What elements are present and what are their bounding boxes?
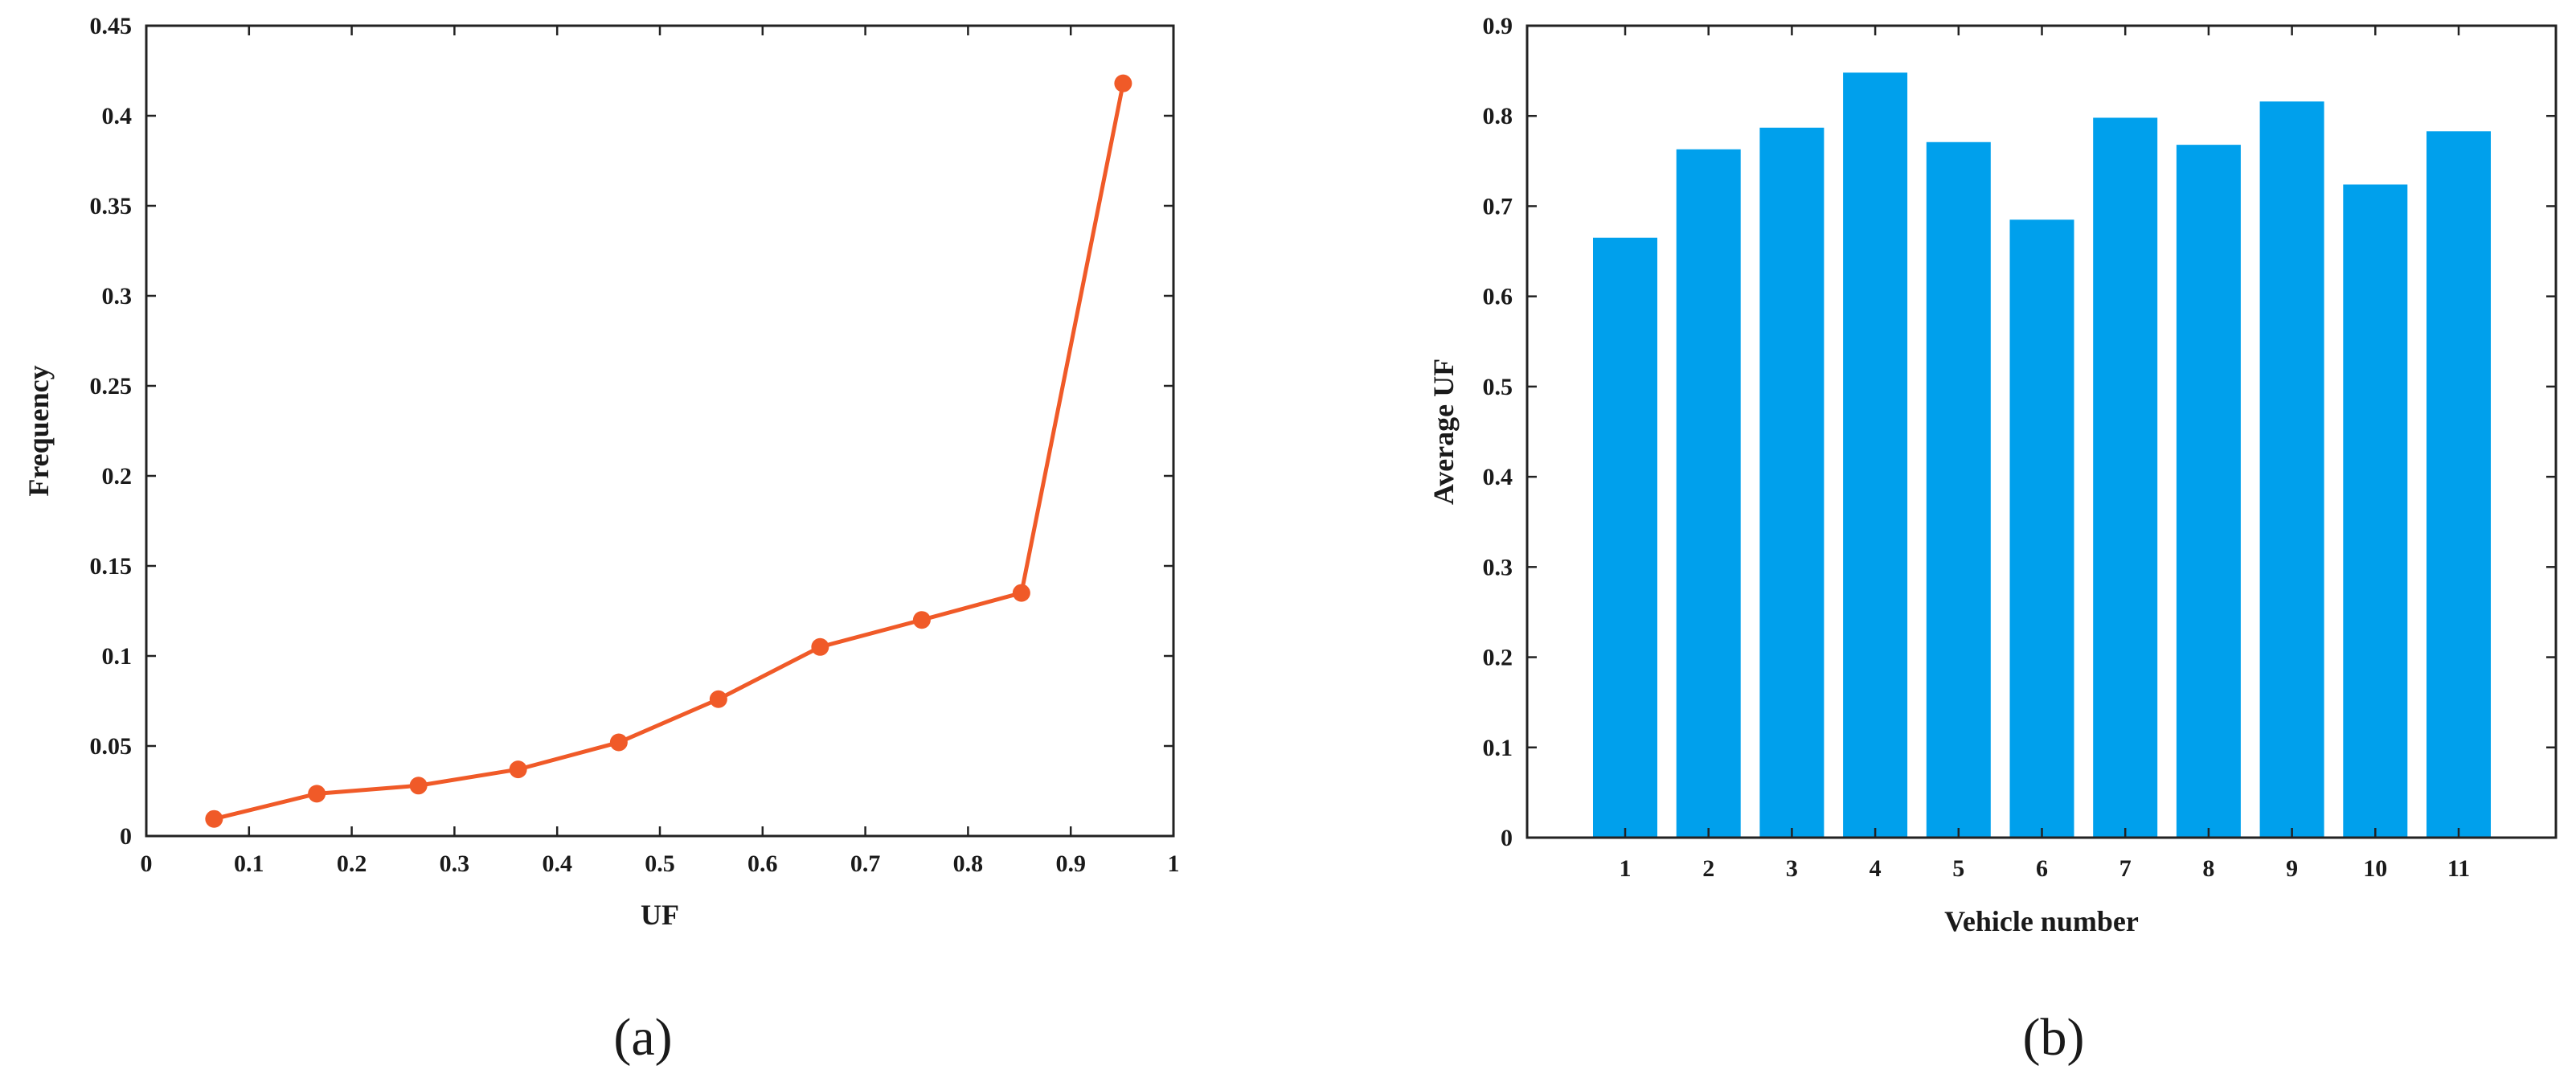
y-tick-label: 0.7 — [1483, 193, 1513, 219]
data-point — [811, 637, 829, 656]
y-tick-label: 0.9 — [1483, 13, 1513, 39]
panel-b-bar-chart: 1 2 3 4 5 6 7 8 9 10 11 00.10.20.30.40.50.60.70.80… — [1427, 13, 2558, 1067]
y-tick-label: 0.3 — [102, 283, 133, 309]
x-tick-label: 0.2 — [337, 850, 367, 877]
x-tick-label: 0.4 — [542, 850, 572, 877]
x-tick-label: 4 — [1870, 855, 1882, 882]
bar — [1843, 72, 1908, 838]
bar — [2093, 117, 2158, 838]
x-tick-label: 6 — [2036, 855, 2048, 882]
data-point — [409, 777, 428, 795]
x-tick-label: 0 — [141, 850, 153, 877]
bar — [1926, 141, 1991, 838]
panel-caption: (b) — [2023, 1008, 2085, 1067]
y-tick-label: 0.15 — [90, 553, 133, 580]
x-tick-label: 0.8 — [953, 850, 984, 877]
bar — [2009, 219, 2074, 838]
y-tick-label: 0.45 — [90, 13, 133, 39]
data-point — [1012, 584, 1030, 602]
bar-marks — [1593, 72, 2491, 838]
bar — [1759, 127, 1824, 838]
x-tick-label: 0.3 — [440, 850, 470, 877]
bar — [2259, 101, 2324, 838]
x-tick-label: 0.9 — [1055, 850, 1086, 877]
y-axis-label: Frequency — [23, 365, 55, 496]
axis-ticks — [1527, 24, 2556, 839]
x-tick-labels: 1 2 3 4 5 6 7 8 9 10 11 — [1620, 855, 2471, 882]
x-tick-label: 0.1 — [234, 850, 264, 877]
y-axis-label: Average UF — [1427, 359, 1460, 505]
x-tick-label: 7 — [2119, 855, 2132, 882]
y-tick-label: 0.2 — [102, 463, 133, 490]
x-tick-label: 2 — [1702, 855, 1714, 882]
x-tick-label: 1 — [1168, 850, 1180, 877]
x-tick-label: 10 — [2363, 855, 2387, 882]
bar — [2343, 184, 2408, 838]
y-tick-label: 0.05 — [90, 733, 133, 760]
data-point — [205, 809, 223, 828]
y-tick-label: 0.4 — [102, 103, 133, 129]
y-tick-label: 0 — [120, 823, 132, 850]
y-tick-label: 0.8 — [1483, 103, 1513, 129]
plot-frame — [145, 24, 1175, 838]
y-tick-label: 0 — [1501, 825, 1513, 851]
bar — [2427, 131, 2491, 838]
y-tick-label: 0.5 — [1483, 374, 1513, 400]
data-point — [308, 785, 326, 803]
y-tick-label: 0.2 — [1483, 645, 1513, 671]
data-point — [509, 760, 527, 779]
bar — [1676, 149, 1741, 838]
x-tick-label: 0.5 — [645, 850, 675, 877]
line-series-marks — [205, 74, 1132, 828]
panel-caption: (a) — [613, 1008, 672, 1067]
x-tick-label: 3 — [1786, 855, 1798, 882]
data-point — [912, 611, 931, 629]
data-point — [1114, 74, 1132, 92]
data-point — [609, 733, 628, 752]
y-tick-labels: 0 0.1 0.2 0.3 0.4 0.5 0.6 0.7 0.8 0.9 — [1483, 13, 1513, 851]
data-point — [709, 690, 727, 708]
y-tick-label: 0.1 — [102, 643, 133, 670]
x-tick-label: 0.7 — [850, 850, 881, 877]
bar — [2176, 145, 2241, 838]
x-tick-labels: 0 0.1 0.2 0.3 0.4 0.5 0.6 0.7 0.8 0.9 1 — [141, 850, 1180, 877]
x-tick-label: 0.6 — [747, 850, 778, 877]
y-tick-labels: 0 0.05 0.1 0.15 0.2 0.25 0.3 0.35 0.4 0.45 — [90, 13, 133, 850]
bar — [1593, 237, 1657, 838]
series-line — [213, 83, 1125, 822]
x-tick-label: 1 — [1620, 855, 1632, 882]
y-tick-label: 0.3 — [1483, 554, 1513, 580]
y-tick-label: 0.25 — [90, 373, 133, 400]
x-tick-label: 5 — [1952, 855, 1964, 882]
x-axis-label: UF — [641, 899, 679, 931]
x-axis-label: Vehicle number — [1944, 905, 2139, 937]
y-tick-label: 0.35 — [90, 193, 133, 219]
y-tick-label: 0.6 — [1483, 284, 1513, 310]
x-tick-label: 11 — [2447, 855, 2470, 882]
y-tick-label: 0.4 — [1483, 464, 1513, 490]
x-tick-label: 9 — [2286, 855, 2298, 882]
panel-a-line-chart: 0 0.1 0.2 0.3 0.4 0.5 0.6 0.7 0.8 0.9 1 0 0.05 0.1 0.… — [23, 13, 1180, 1067]
x-tick-label: 8 — [2202, 855, 2214, 882]
y-tick-label: 0.1 — [1483, 735, 1513, 761]
axis-ticks — [145, 24, 1175, 838]
